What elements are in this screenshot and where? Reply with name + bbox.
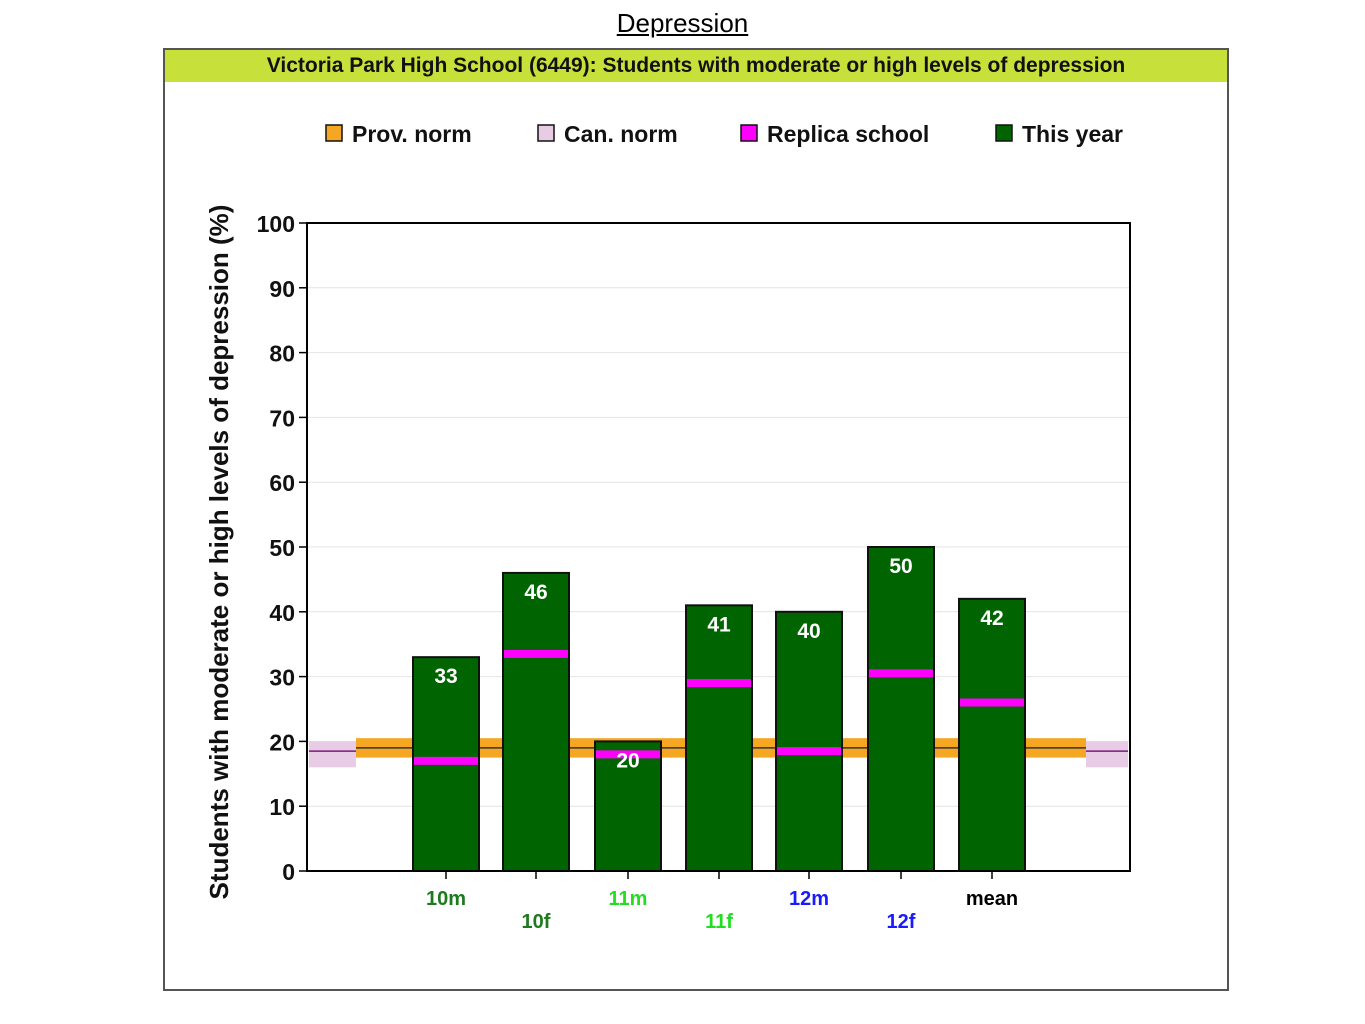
bar-10f [502,571,570,872]
replica-marker-11f [687,679,751,688]
replica-marker-10m [414,756,478,765]
data-label-11m: 20 [616,749,639,772]
chart-frame: Victoria Park High School (6449): Studen… [163,48,1229,991]
legend-label-0: Prov. norm [352,121,472,147]
legend-swatch-3 [995,124,1013,142]
x-label-12f: 12f [887,911,916,933]
legend-swatch-2 [740,124,758,142]
y-tick-label: 10 [269,794,295,820]
legend-label-3: This year [1022,121,1123,147]
y-tick-label: 80 [269,341,295,367]
x-label-12m: 12m [789,888,829,910]
x-label-10m: 10m [426,888,466,910]
x-label-11f: 11f [705,911,733,933]
y-tick-label: 70 [269,405,295,431]
replica-marker-12f [869,669,933,678]
data-label-10f: 46 [524,581,547,604]
bar-12m [775,610,843,872]
legend-label-2: Replica school [767,121,929,147]
y-tick-label: 90 [269,276,295,302]
can-norm-band-right [1086,741,1128,768]
y-tick-label: 50 [269,535,295,561]
y-tick-label: 100 [257,211,295,237]
legend-label-1: Can. norm [564,121,678,147]
bar-mean [958,597,1026,873]
data-label-11f: 41 [707,613,731,636]
y-tick-label: 40 [269,600,295,626]
y-tick-label: 60 [269,470,295,496]
legend-swatch-0 [325,124,343,142]
chart-title: Victoria Park High School (6449): Studen… [165,50,1227,82]
bar-12f [867,546,935,872]
x-label-10f: 10f [522,911,551,933]
replica-marker-11m [596,750,660,759]
x-label-11m: 11m [609,888,648,910]
replica-marker-mean [960,698,1024,707]
can-norm-band-left [309,741,356,768]
y-axis-label: Students with moderate or high levels of… [204,205,234,900]
data-label-12f: 50 [889,555,912,578]
plot-border [306,222,1131,872]
data-label-12m: 40 [797,620,820,643]
data-label-mean: 42 [980,607,1003,630]
bar-11f [685,604,753,872]
legend-swatch-1 [537,124,555,142]
y-tick-label: 20 [269,729,295,755]
page-title: Depression [616,8,749,38]
replica-marker-12m [777,747,841,756]
y-tick-label: 30 [269,665,295,691]
data-label-10m: 33 [434,665,457,688]
replica-marker-10f [504,649,568,658]
x-label-mean: mean [966,888,1018,910]
y-tick-label: 0 [282,859,295,885]
